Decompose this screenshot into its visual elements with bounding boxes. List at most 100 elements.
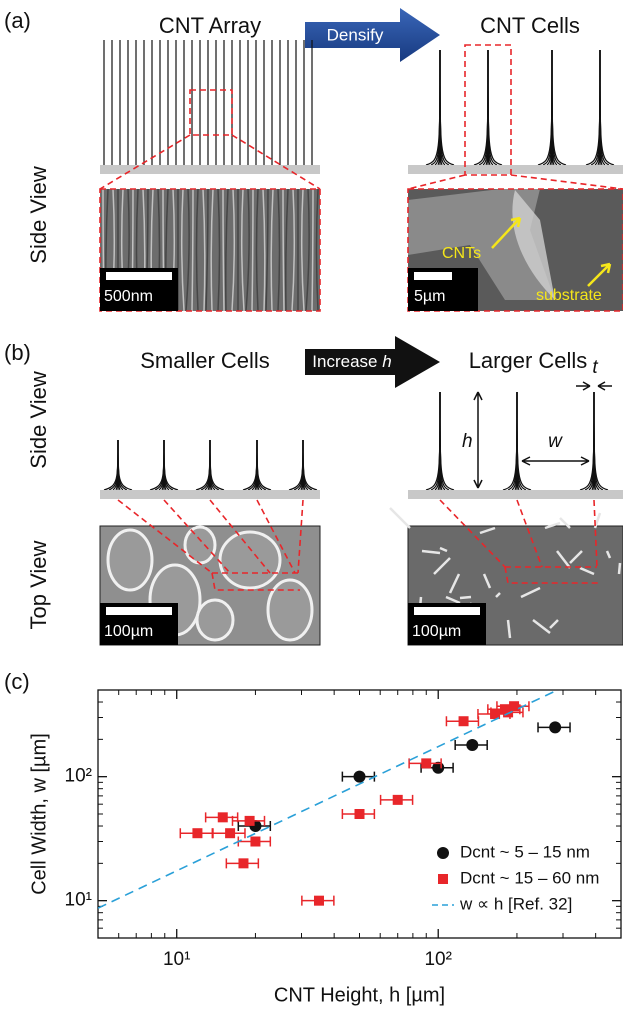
cnt-strand <box>580 392 594 490</box>
panel-title: CNT Array <box>159 13 261 38</box>
callout: CNTs <box>442 245 481 262</box>
y-axis-label: Cell Width, w [µm] <box>28 733 50 895</box>
legend-label: Dcnt ~ 15 – 60 nm <box>460 868 599 887</box>
data-point <box>225 828 235 838</box>
sem-cell <box>108 530 152 590</box>
arrow-label-symbol: h <box>382 352 391 371</box>
cnt-core <box>551 50 554 153</box>
cnt-strand <box>594 392 608 490</box>
x-tick-label: 10² <box>424 949 451 970</box>
panel-title: Larger Cells <box>469 348 588 373</box>
row-label: Side View <box>26 371 51 469</box>
zoom-box <box>190 90 232 135</box>
cnt-strand <box>440 392 454 490</box>
data-point <box>421 758 431 768</box>
y-tick-label: 10¹ <box>65 890 92 911</box>
cnt-strand <box>488 50 502 165</box>
cnt-core <box>256 440 259 478</box>
data-point <box>250 837 260 847</box>
scale-bar <box>106 272 172 280</box>
cnt-cell-wall <box>586 50 614 165</box>
callout: substrate <box>536 287 602 304</box>
cnt-cell-wall <box>243 440 271 490</box>
arrow-label: Densify <box>327 25 384 44</box>
substrate <box>408 165 623 174</box>
substrate <box>408 490 623 499</box>
cnt-cell-wall <box>426 392 454 490</box>
cnt-core <box>599 50 602 153</box>
cnt-strand <box>552 50 566 165</box>
cnt-strand <box>600 50 614 165</box>
arrow-label-text: Increase <box>312 352 377 371</box>
height-arrow <box>474 392 482 488</box>
thickness-arrow <box>576 382 612 390</box>
cnt-core <box>163 440 166 478</box>
cnt-cell-wall <box>150 440 178 490</box>
legend-label: Dcnt ~ 5 – 15 nm <box>460 842 590 861</box>
data-point <box>245 816 255 826</box>
scale-label: 100µm <box>412 623 461 640</box>
cnt-core <box>439 50 442 153</box>
x-tick-label: 10¹ <box>163 949 190 970</box>
chart: 10¹10²10¹10²CNT Height, h [µm]Cell Width… <box>28 687 621 1006</box>
scale-bar <box>414 272 452 280</box>
data-point <box>314 896 324 906</box>
scale-label: 100µm <box>104 623 153 640</box>
dimension-label: w <box>548 431 563 452</box>
zoom-guide <box>408 175 623 189</box>
scale-bar <box>414 607 480 615</box>
cnt-core <box>439 392 442 478</box>
cnt-core <box>516 392 519 478</box>
cnt-strand <box>426 50 440 165</box>
schematics: 500nm 5µm CNTs substrate h w t 100µm 100µm <box>100 40 623 645</box>
cnt-cell-wall <box>196 440 224 490</box>
data-point <box>355 809 365 819</box>
cnt-strand <box>426 392 440 490</box>
cnt-cell-wall <box>426 50 454 165</box>
zoom-guide <box>100 135 320 189</box>
sem-cell <box>220 532 280 588</box>
data-point <box>192 828 202 838</box>
panel-title: Smaller Cells <box>140 348 270 373</box>
cnt-strand <box>538 50 552 165</box>
row-label: Side View <box>26 166 51 264</box>
panel-label: (a) <box>4 8 31 33</box>
cnt-core <box>209 440 212 478</box>
cnt-strand <box>440 50 454 165</box>
y-tick-label: 10² <box>65 766 92 787</box>
panel-label: (b) <box>4 340 31 365</box>
cnt-cell-wall <box>289 440 317 490</box>
figure: (a) (b) (c) CNT Array Densify CNT Cells … <box>0 0 623 1013</box>
cnt-core <box>593 392 596 478</box>
scale-label: 500nm <box>104 288 153 305</box>
cnt-strand <box>503 392 517 490</box>
data-point <box>218 812 228 822</box>
dimension-label: h <box>462 431 473 452</box>
cnt-core <box>302 440 305 478</box>
data-point <box>459 716 469 726</box>
cnt-strand <box>586 50 600 165</box>
sem-cell <box>268 580 312 640</box>
data-point <box>393 795 403 805</box>
sem-cell <box>197 600 233 640</box>
cnt-cell-wall <box>474 50 502 165</box>
legend-label: w ∝ h [Ref. 32] <box>459 894 572 913</box>
cnt-cell-wall <box>503 392 531 490</box>
data-point <box>549 721 561 733</box>
cnt-strand <box>474 50 488 165</box>
sem-wall <box>460 597 471 598</box>
legend-marker <box>438 874 448 884</box>
dimension-label: t <box>592 357 598 378</box>
cnt-cell-wall <box>580 392 608 490</box>
data-point <box>354 771 366 783</box>
arrow-label: Increase h <box>312 352 391 371</box>
width-arrow <box>522 457 589 465</box>
data-point <box>238 858 248 868</box>
sem-wall <box>619 563 620 574</box>
cnt-core <box>487 50 490 153</box>
row-label: Top View <box>26 540 51 629</box>
panel-title: CNT Cells <box>480 13 580 38</box>
cnt-core <box>117 440 120 478</box>
legend-marker <box>437 847 449 859</box>
scale-label: 5µm <box>414 288 445 305</box>
